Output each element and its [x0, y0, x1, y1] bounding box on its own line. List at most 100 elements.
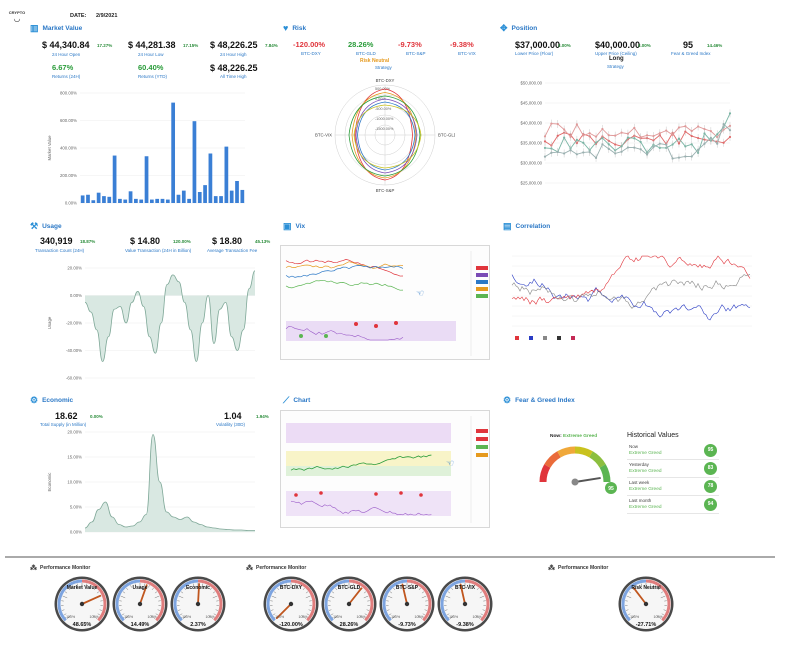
gauge-hub: [137, 601, 143, 607]
gauge-tick: [271, 595, 277, 599]
gauge-tick: [636, 585, 638, 588]
gauge-tick: [125, 615, 129, 619]
logo-icon: ◡: [13, 14, 21, 23]
gauge-tick: [660, 595, 666, 599]
gauge-hub: [288, 601, 294, 607]
gauge-tick: [97, 613, 101, 616]
gauge-tick: [424, 609, 428, 611]
app-logo[interactable]: CRYPTO ◡: [8, 10, 26, 23]
economic-stat-label: Volatility (30D): [216, 422, 246, 427]
area-line: [84, 270, 256, 362]
data-point: [639, 140, 642, 144]
gauge-value: 48.65%: [72, 622, 92, 628]
correlation-series: [511, 255, 751, 305]
gauge-badge-value: 95: [608, 486, 614, 492]
chart-title: ⟋ Chart: [283, 395, 311, 405]
gauge-tick: [93, 615, 97, 619]
market-value-chart: 800.00% 600.00% 400.00% 200.00% 0.00% Market …: [47, 91, 245, 206]
gauge-tick: [281, 585, 283, 588]
gauge-dial: -100% 100%: [321, 576, 377, 632]
gauge-value: 14.49%: [130, 622, 150, 628]
vix-oscillator: [285, 325, 404, 341]
gauge-name: BTC-DXY: [279, 585, 303, 591]
gauge-tick: [68, 587, 71, 591]
gauge-tick: [660, 591, 664, 594]
gauge-scale-max: 100%: [90, 615, 99, 619]
historical-row-score: 78: [704, 480, 717, 493]
y-axis-label: Usage: [47, 316, 52, 329]
data-point: [690, 134, 693, 138]
gauge-tick: [151, 615, 155, 619]
market-value-stat-pct: 17.15%: [183, 43, 199, 48]
gauge-tick: [215, 609, 219, 611]
gauge-needle: [574, 476, 601, 483]
gauge-dial: -100% 100%: [263, 576, 319, 632]
radar-ring-label: -1000.00%: [375, 117, 394, 121]
radar-series: [354, 88, 413, 181]
gauge-tick: [476, 587, 479, 591]
data-point: [728, 112, 732, 115]
perf-monitor-title-2: ⁂ Performance Monitor: [246, 565, 307, 572]
price-tag: [476, 437, 488, 441]
gauge-tick: [364, 613, 368, 616]
gauge-segment: [589, 451, 606, 468]
gauge-tick: [86, 583, 88, 587]
vix-chart-thumbnail[interactable]: ☜: [280, 245, 490, 360]
gauge-needle: [401, 583, 408, 605]
gauge-tick: [415, 585, 417, 588]
gauge-tick: [96, 591, 100, 594]
data-point: [550, 151, 553, 154]
data-point: [633, 137, 636, 140]
data-point: [569, 135, 572, 138]
data-point: [639, 136, 642, 139]
data-point: [614, 152, 617, 155]
gauge-tick: [627, 613, 631, 616]
correlation-chart-thumbnail[interactable]: [507, 248, 757, 348]
data-point: [563, 128, 566, 131]
market-value-stat-value: $ 44,340.84: [42, 40, 90, 50]
gauge-segment: [574, 446, 593, 458]
y-tick-label: 400.00%: [60, 146, 77, 151]
gauge-tick: [192, 583, 194, 587]
gauge-segment: [599, 464, 611, 483]
bar: [203, 185, 207, 203]
position-series: [544, 123, 731, 138]
data-point: [556, 122, 559, 126]
price-chart-thumbnail[interactable]: ☜: [280, 410, 490, 528]
gauge-tick: [154, 591, 158, 594]
bar: [208, 153, 213, 203]
gauge-arc: [197, 579, 223, 622]
data-point: [575, 123, 578, 126]
gauge-tick: [480, 613, 484, 616]
performance-gauge: -100% 100% Economic 2.37%: [170, 572, 226, 636]
economic-stat-pct: 1.94%: [256, 414, 269, 419]
gauge-tick: [212, 591, 216, 594]
bar: [118, 198, 122, 203]
gauge-tick: [418, 615, 422, 619]
risk-rating: Risk Neutral: [360, 58, 390, 64]
historical-row-score: 83: [704, 462, 717, 475]
risk-stat-label: BTC-DXY: [301, 51, 321, 56]
gauge-tick: [272, 613, 276, 616]
data-point: [690, 155, 693, 158]
data-point: [626, 146, 630, 149]
gauge-hub: [571, 478, 579, 486]
gauge-arc: [464, 579, 490, 622]
market-value-title: ▥ Market Value: [30, 23, 83, 33]
bar: [107, 196, 112, 203]
economic-stat-pct: 0.00%: [90, 414, 103, 419]
gauge-tick: [366, 609, 370, 611]
gauge-tick: [418, 587, 421, 591]
data-point: [709, 130, 712, 133]
gauge-needle: [632, 587, 647, 605]
radar-ring-label: -500.00%: [375, 107, 392, 111]
risk-stat-label: BTC-S&P: [406, 51, 426, 56]
data-point: [543, 135, 547, 138]
performance-gauge: -100% 100% Usage 14.49%: [112, 572, 168, 636]
resistance-band: [286, 423, 451, 443]
gauge-name: Market Value: [66, 585, 98, 591]
market-value-stat-value: $ 48,226.25: [210, 40, 258, 50]
price-tag: [476, 453, 488, 457]
data-point: [601, 143, 604, 146]
correlation-chart-image: [511, 255, 752, 340]
